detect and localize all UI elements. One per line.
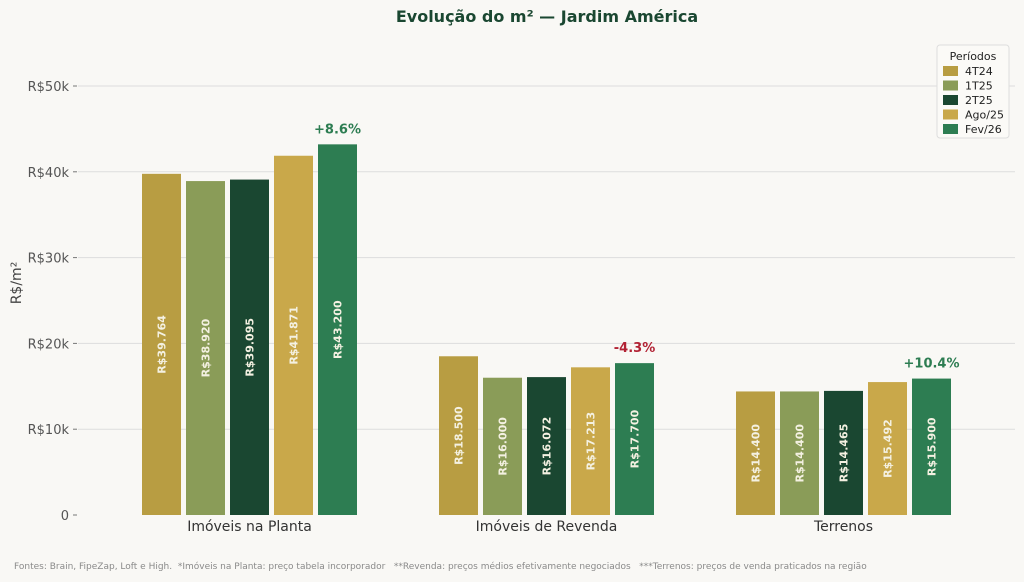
bar [439,356,478,515]
y-tick-label: R$10k [28,423,70,438]
legend-swatch [943,124,958,134]
change-annotation: +8.6% [314,122,361,137]
bar [615,363,654,515]
y-tick-label: 0 [61,509,69,524]
bar [824,390,863,515]
bar-value-label: R$15.900 [926,417,939,476]
bar [186,181,225,515]
legend-item-label: 1T25 [965,80,993,93]
bar-value-label: R$14.465 [838,424,851,483]
legend-item-label: Ago/25 [965,109,1004,122]
legend-swatch [943,80,958,91]
bar-value-label: R$39.764 [156,315,169,374]
y-axis-label: R$/m² [9,262,25,305]
legend-item-label: 2T25 [965,94,993,107]
bar [780,391,819,515]
change-annotation: +10.4% [904,357,960,372]
bar [483,377,522,515]
chart-title: Evolução do m² — Jardim América [396,7,698,26]
y-tick-label: R$50k [28,80,70,95]
category-label: Imóveis de Revenda [476,519,618,535]
legend-swatch [943,66,958,76]
bar [142,173,181,515]
category-label: Imóveis na Planta [187,519,312,535]
bar-chart: Evolução do m² — Jardim América R$/m² 0 R… [9,7,1015,535]
footnote: Fontes: Brain, FipeZap, Loft e High. *Im… [14,562,867,572]
legend-item-label: Fev/26 [965,123,1002,136]
legend-title: Períodos [950,50,997,63]
bar-value-label: R$14.400 [794,424,807,483]
bar-value-label: R$41.871 [288,306,301,365]
bar-value-label: R$38.920 [200,318,213,377]
bar-value-label: R$39.095 [244,318,257,377]
legend-swatch [943,95,958,105]
bar-value-label: R$14.400 [750,424,763,483]
bar [318,144,357,515]
bar-value-label: R$16.000 [497,417,510,476]
bar-value-label: R$17.213 [585,412,598,471]
change-annotation: -4.3% [614,341,655,356]
category-label: Terrenos [813,519,873,535]
y-tick-label: R$30k [28,252,70,267]
bar-value-label: R$15.492 [882,419,895,478]
bar [736,391,775,515]
bar [527,377,566,515]
bar-value-label: R$17.700 [629,409,642,468]
bar [274,155,313,515]
legend-swatch [943,109,958,120]
bar [571,367,610,515]
bar [912,378,951,515]
bar [230,179,269,516]
bar [868,382,907,515]
legend-item-label: 4T24 [965,65,993,78]
y-tick-label: R$40k [28,166,70,181]
bar-value-label: R$16.072 [541,417,554,476]
bar-value-label: R$43.200 [332,300,345,359]
y-tick-label: R$20k [28,337,70,352]
bar-value-label: R$18.500 [453,406,466,465]
